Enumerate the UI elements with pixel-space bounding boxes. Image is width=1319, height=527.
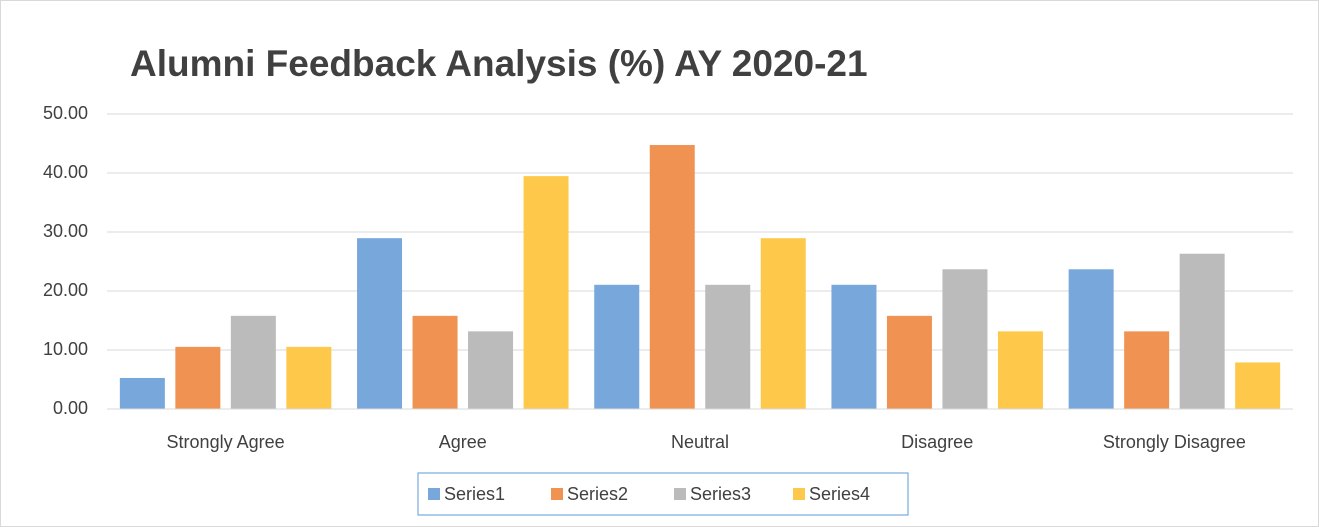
bar <box>705 284 751 409</box>
bar <box>412 315 458 409</box>
bar <box>594 284 640 409</box>
bar <box>230 315 276 409</box>
y-tick-label: 30.00 <box>43 221 88 241</box>
legend-box <box>417 472 909 516</box>
bar <box>119 377 165 409</box>
y-tick-label: 50.00 <box>43 103 88 123</box>
legend-swatch <box>674 488 686 500</box>
bar <box>1179 253 1225 409</box>
x-tick-label: Disagree <box>901 432 973 452</box>
y-tick-label: 20.00 <box>43 280 88 300</box>
x-tick-label: Strongly Agree <box>167 432 285 452</box>
y-tick-label: 0.00 <box>53 398 88 418</box>
bar <box>357 238 403 409</box>
bar <box>831 284 877 409</box>
legend-swatch <box>428 488 440 500</box>
legend-swatch <box>793 488 805 500</box>
bar <box>649 145 695 409</box>
bar <box>760 238 806 409</box>
bar <box>886 315 932 409</box>
legend-label: Series2 <box>567 484 628 504</box>
legend-swatch <box>551 488 563 500</box>
bar <box>997 331 1043 409</box>
y-tick-label: 10.00 <box>43 339 88 359</box>
x-tick-label: Neutral <box>671 432 729 452</box>
legend-label: Series4 <box>809 484 870 504</box>
x-tick-label: Agree <box>439 432 487 452</box>
bar <box>942 269 988 409</box>
x-tick-label: Strongly Disagree <box>1103 432 1246 452</box>
legend-label: Series1 <box>444 484 505 504</box>
bar <box>286 346 332 409</box>
y-tick-label: 40.00 <box>43 162 88 182</box>
bar <box>1124 331 1170 409</box>
bar <box>1235 362 1281 409</box>
bar <box>175 346 221 409</box>
bar <box>1068 269 1114 409</box>
chart-title: Alumni Feedback Analysis (%) AY 2020-21 <box>130 43 868 84</box>
bar <box>523 176 569 409</box>
legend-label: Series3 <box>690 484 751 504</box>
bar <box>468 331 514 409</box>
